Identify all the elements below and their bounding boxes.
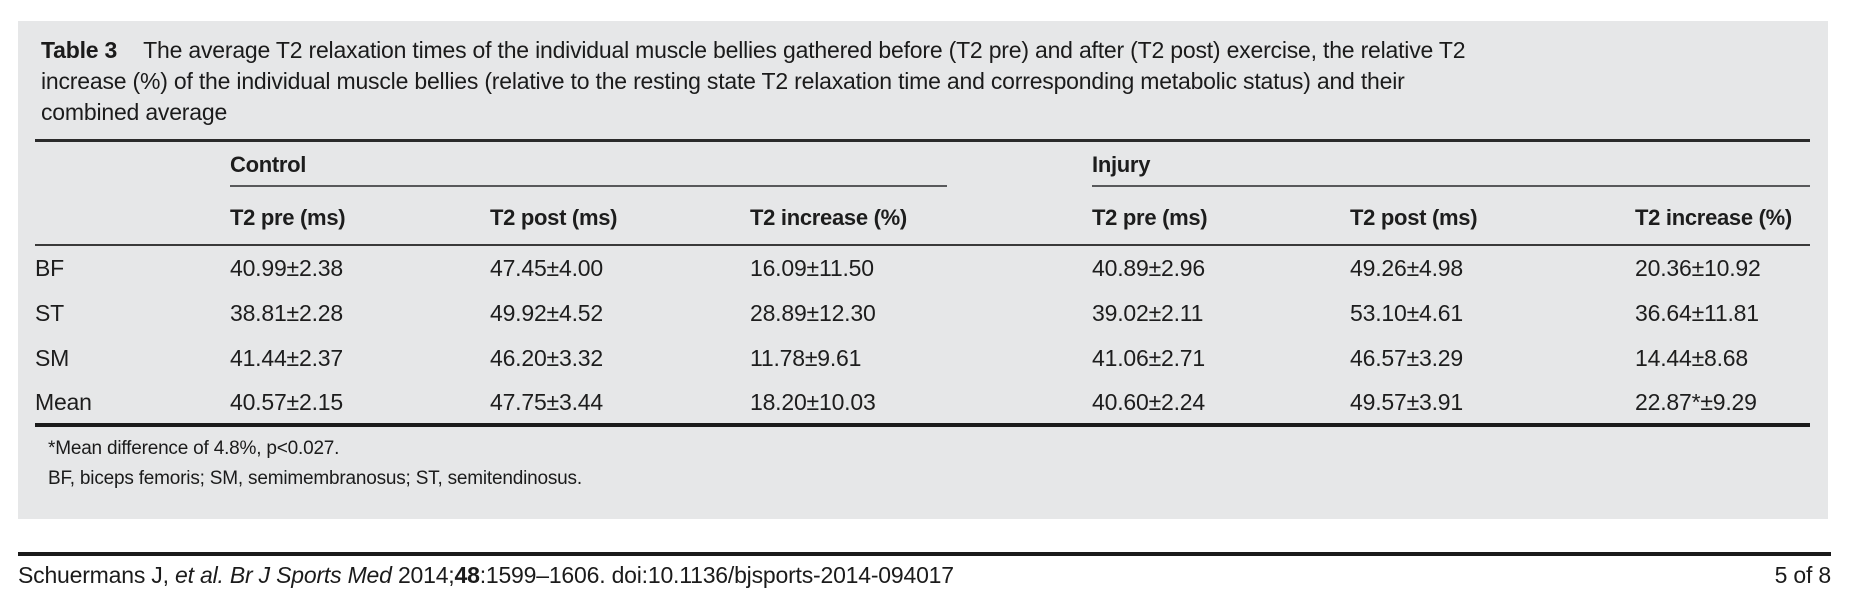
value-cell: 49.57±3.91 — [1350, 379, 1636, 427]
value-cell: 49.92±4.52 — [490, 299, 603, 326]
value-cell: 53.10±4.61 — [1350, 299, 1463, 326]
table-row: SM 41.44±2.37 46.20±3.32 11.78±9.61 41.0… — [35, 335, 1810, 380]
page-footer: Schuermans J, et al. Br J Sports Med 201… — [18, 562, 1831, 589]
table-row: BF 40.99±2.38 47.45±4.00 16.09±11.50 40.… — [35, 245, 1810, 290]
value-cell: 40.89±2.96 — [1092, 255, 1205, 281]
footnote-abbreviations: BF, biceps femoris; SM, semimembranosus;… — [48, 467, 582, 489]
citation-authors: Schuermans J, — [18, 562, 175, 588]
column-header-row: T2 pre (ms) T2 post (ms) T2 increase (%)… — [35, 186, 1811, 246]
value-cell: 22.87*±9.29 — [1635, 379, 1811, 427]
citation-pages-doi: :1599–1606. doi:10.1136/bjsports-2014-09… — [479, 562, 954, 588]
row-label: Mean — [35, 379, 230, 427]
column-header: T2 post (ms) — [1350, 186, 1636, 246]
column-header: T2 pre (ms) — [1092, 186, 1351, 246]
group-header-control: Control — [230, 141, 1092, 187]
value-cell: 14.44±8.68 — [1635, 344, 1748, 371]
column-header: T2 pre (ms) — [230, 186, 490, 246]
table-row: Mean 40.57±2.15 47.75±3.44 18.20±10.03 4… — [35, 379, 1811, 427]
value-cell: 18.20±10.03 — [750, 379, 1093, 427]
column-header: T2 increase (%) — [1635, 186, 1811, 246]
value-cell: 47.75±3.44 — [490, 379, 750, 427]
value-cell: 16.09±11.50 — [750, 255, 874, 281]
column-header: T2 increase (%) — [750, 186, 1093, 246]
group-label: Control — [230, 152, 948, 187]
row-label: ST — [35, 299, 64, 326]
row-label: SM — [35, 344, 70, 371]
page-indicator: 5 of 8 — [1774, 562, 1832, 588]
citation-year: 2014; — [391, 562, 455, 588]
caption-line: increase (%) of the individual muscle be… — [41, 68, 1405, 94]
value-cell: 11.78±9.61 — [750, 344, 862, 371]
value-cell: 47.45±4.00 — [490, 255, 603, 281]
row-label-header — [35, 140, 230, 246]
group-header-row: Control Injury — [35, 140, 1811, 246]
group-header-injury: Injury — [1092, 141, 1811, 187]
citation-journal: et al. Br J Sports Med — [175, 562, 392, 588]
table-row: ST 38.81±2.28 49.92±4.52 28.89±12.30 39.… — [35, 290, 1810, 335]
value-cell: 40.57±2.15 — [230, 379, 490, 427]
value-cell: 20.36±10.92 — [1635, 255, 1761, 281]
value-cell: 36.64±11.81 — [1635, 299, 1759, 326]
footnote-significance: *Mean difference of 4.8%, p<0.027. — [48, 437, 340, 459]
value-cell: 46.57±3.29 — [1350, 344, 1463, 371]
table-caption: Table 3 The average T2 relaxation times o… — [41, 35, 1811, 128]
row-label: BF — [35, 255, 64, 281]
group-label: Injury — [1092, 152, 1811, 187]
table-label: Table 3 — [41, 37, 118, 63]
value-cell: 46.20±3.32 — [490, 344, 603, 371]
value-cell: 38.81±2.28 — [230, 299, 343, 326]
value-cell: 39.02±2.11 — [1092, 299, 1204, 326]
citation-volume: 48 — [454, 562, 480, 588]
value-cell: 41.44±2.37 — [230, 344, 343, 371]
value-cell: 28.89±12.30 — [750, 299, 876, 326]
column-header: T2 post (ms) — [490, 186, 750, 246]
table-footnotes: *Mean difference of 4.8%, p<0.027. BF, b… — [48, 434, 1811, 494]
value-cell: 49.26±4.98 — [1350, 255, 1463, 281]
citation: Schuermans J, et al. Br J Sports Med 201… — [18, 562, 954, 589]
caption-text: The average T2 relaxation times of the i… — [143, 37, 1466, 63]
value-cell: 40.99±2.38 — [230, 255, 343, 281]
table-card: Table 3 The average T2 relaxation times o… — [18, 21, 1828, 519]
caption-line: combined average — [41, 99, 228, 125]
caption-line: Table 3 The average T2 relaxation times o… — [41, 35, 1811, 66]
footer-rule — [18, 552, 1831, 556]
data-table: Control Injury T2 pre (ms) T2 post (ms) … — [35, 139, 1811, 427]
value-cell: 40.60±2.24 — [1092, 379, 1351, 427]
value-cell: 41.06±2.71 — [1092, 344, 1205, 371]
